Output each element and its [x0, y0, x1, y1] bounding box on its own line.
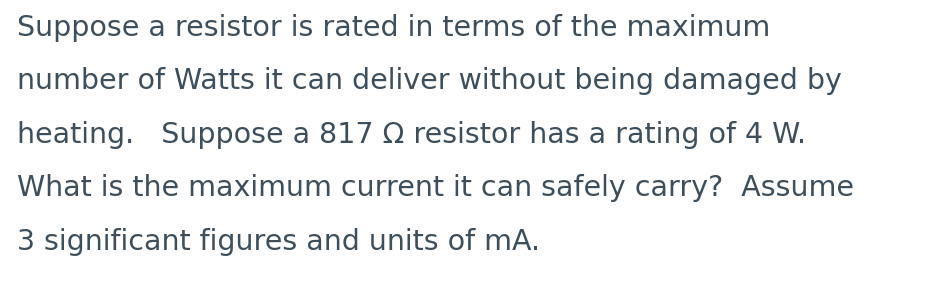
- Text: number of Watts it can deliver without being damaged by: number of Watts it can deliver without b…: [17, 67, 841, 96]
- Text: heating.   Suppose a 817 Ω resistor has a rating of 4 W.: heating. Suppose a 817 Ω resistor has a …: [17, 121, 806, 149]
- Text: What is the maximum current it can safely carry?  Assume: What is the maximum current it can safel…: [17, 174, 854, 202]
- Text: Suppose a resistor is rated in terms of the maximum: Suppose a resistor is rated in terms of …: [17, 14, 770, 42]
- Text: 3 significant figures and units of mA.: 3 significant figures and units of mA.: [17, 228, 540, 256]
